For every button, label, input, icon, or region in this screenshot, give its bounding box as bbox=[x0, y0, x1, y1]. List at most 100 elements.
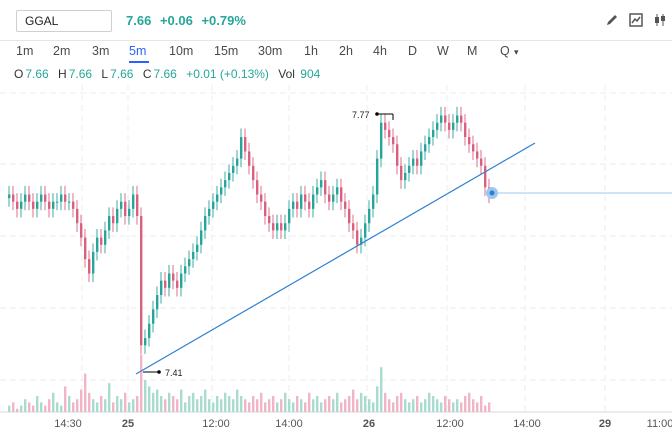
candle-body bbox=[132, 194, 135, 209]
volume-bar bbox=[480, 396, 483, 412]
candle-body bbox=[360, 237, 363, 245]
candle-body bbox=[472, 144, 475, 152]
candle-body bbox=[220, 187, 223, 195]
volume-bar bbox=[64, 386, 67, 412]
interval-m[interactable]: M bbox=[467, 44, 478, 58]
volume-bar bbox=[368, 399, 371, 412]
candle-body bbox=[436, 122, 439, 130]
interval-15m[interactable]: 15m bbox=[214, 44, 239, 58]
volume-bar bbox=[208, 399, 211, 412]
volume-bar bbox=[228, 396, 231, 412]
volume-bar bbox=[160, 396, 163, 412]
volume-bar bbox=[16, 408, 19, 412]
candle-body bbox=[212, 201, 215, 209]
volume-bar bbox=[68, 396, 71, 412]
trendline[interactable] bbox=[135, 142, 536, 375]
candle-body bbox=[292, 201, 295, 209]
volume-bar bbox=[76, 399, 79, 412]
volume-bar bbox=[240, 396, 243, 412]
candle-body bbox=[456, 115, 459, 123]
interval-2h[interactable]: 2h bbox=[339, 44, 353, 58]
time-axis-label: 29 bbox=[599, 418, 611, 430]
candle-body bbox=[204, 216, 207, 231]
volume-bar bbox=[116, 396, 119, 412]
interval-w[interactable]: W bbox=[437, 44, 449, 58]
symbol-input[interactable] bbox=[16, 10, 112, 32]
interval-10m[interactable]: 10m bbox=[169, 44, 194, 58]
candle-body bbox=[140, 216, 143, 346]
volume-bar bbox=[272, 396, 275, 412]
volume-bar bbox=[352, 389, 355, 412]
candlestick-icon[interactable] bbox=[648, 10, 672, 30]
volume-bar bbox=[376, 386, 379, 412]
candle-body bbox=[24, 194, 27, 202]
crosshair-dot[interactable] bbox=[489, 190, 495, 196]
pencil-icon[interactable] bbox=[600, 10, 624, 30]
candle-body bbox=[192, 251, 195, 260]
volume-bar bbox=[224, 392, 227, 412]
candle-body bbox=[416, 158, 419, 166]
candle-body bbox=[412, 158, 415, 166]
volume-bar bbox=[384, 392, 387, 412]
volume-bar bbox=[344, 399, 347, 412]
volume-bar bbox=[416, 396, 419, 412]
line-chart-icon[interactable] bbox=[624, 10, 648, 30]
close-label: C bbox=[142, 67, 152, 81]
volume-bar bbox=[332, 399, 335, 412]
candle-body bbox=[152, 309, 155, 324]
candle-body bbox=[96, 237, 99, 252]
candle-body bbox=[424, 144, 427, 152]
candle-body bbox=[396, 144, 399, 166]
interval-1h[interactable]: 1h bbox=[304, 44, 318, 58]
volume-bar bbox=[488, 402, 491, 412]
interval-d[interactable]: D bbox=[408, 44, 418, 58]
candle-body bbox=[316, 187, 319, 195]
chevron-down-icon[interactable]: ▾ bbox=[514, 47, 519, 57]
interval-q[interactable]: Q bbox=[500, 44, 510, 58]
high-marker-label: 7.77 bbox=[352, 110, 370, 120]
volume-bar bbox=[112, 402, 115, 412]
candle-body bbox=[444, 115, 447, 123]
time-axis-label: 26 bbox=[363, 418, 375, 430]
volume-bar bbox=[380, 367, 383, 412]
volume-bar bbox=[152, 392, 155, 412]
volume-bar bbox=[132, 399, 135, 412]
volume-bar bbox=[452, 402, 455, 412]
change-value: +0.01 (+0.13%) bbox=[186, 67, 269, 81]
volume-bar bbox=[264, 402, 267, 412]
volume-bar bbox=[180, 389, 183, 412]
time-axis: 14:30 25 12:00 14:00 26 12:00 14:00 29 11:00 bbox=[54, 418, 672, 430]
volume-bar bbox=[472, 399, 475, 412]
volume-bar bbox=[60, 405, 63, 412]
volume-bar bbox=[8, 405, 11, 412]
candle-body bbox=[44, 194, 47, 202]
volume-bar bbox=[252, 396, 255, 412]
candle-body bbox=[72, 201, 75, 209]
volume-bar bbox=[172, 396, 175, 412]
volume-bar bbox=[328, 396, 331, 412]
volume-bar bbox=[292, 402, 295, 412]
volume-bar bbox=[204, 389, 207, 412]
candle-body bbox=[120, 201, 123, 209]
interval-30m[interactable]: 30m bbox=[258, 44, 283, 58]
volume-bar bbox=[216, 396, 219, 412]
candle-body bbox=[312, 194, 315, 209]
interval-1m[interactable]: 1m bbox=[16, 44, 34, 58]
volume-bar bbox=[428, 392, 431, 412]
interval-3m[interactable]: 3m bbox=[92, 44, 110, 58]
interval-5m[interactable]: 5m bbox=[129, 44, 147, 58]
open-value: 7.66 bbox=[25, 67, 49, 81]
price-change-pct: +0.79% bbox=[201, 13, 246, 28]
candle-body bbox=[240, 137, 243, 159]
volume-value: 904 bbox=[300, 67, 321, 81]
interval-2m[interactable]: 2m bbox=[53, 44, 71, 58]
candle-body bbox=[156, 295, 159, 310]
candle-body bbox=[40, 194, 43, 202]
candle-body bbox=[196, 244, 199, 252]
candle-body bbox=[272, 223, 275, 231]
candle-body bbox=[160, 280, 163, 296]
interval-4h[interactable]: 4h bbox=[373, 44, 387, 58]
time-axis-label: 25 bbox=[122, 418, 134, 430]
volume-bar bbox=[300, 399, 303, 412]
